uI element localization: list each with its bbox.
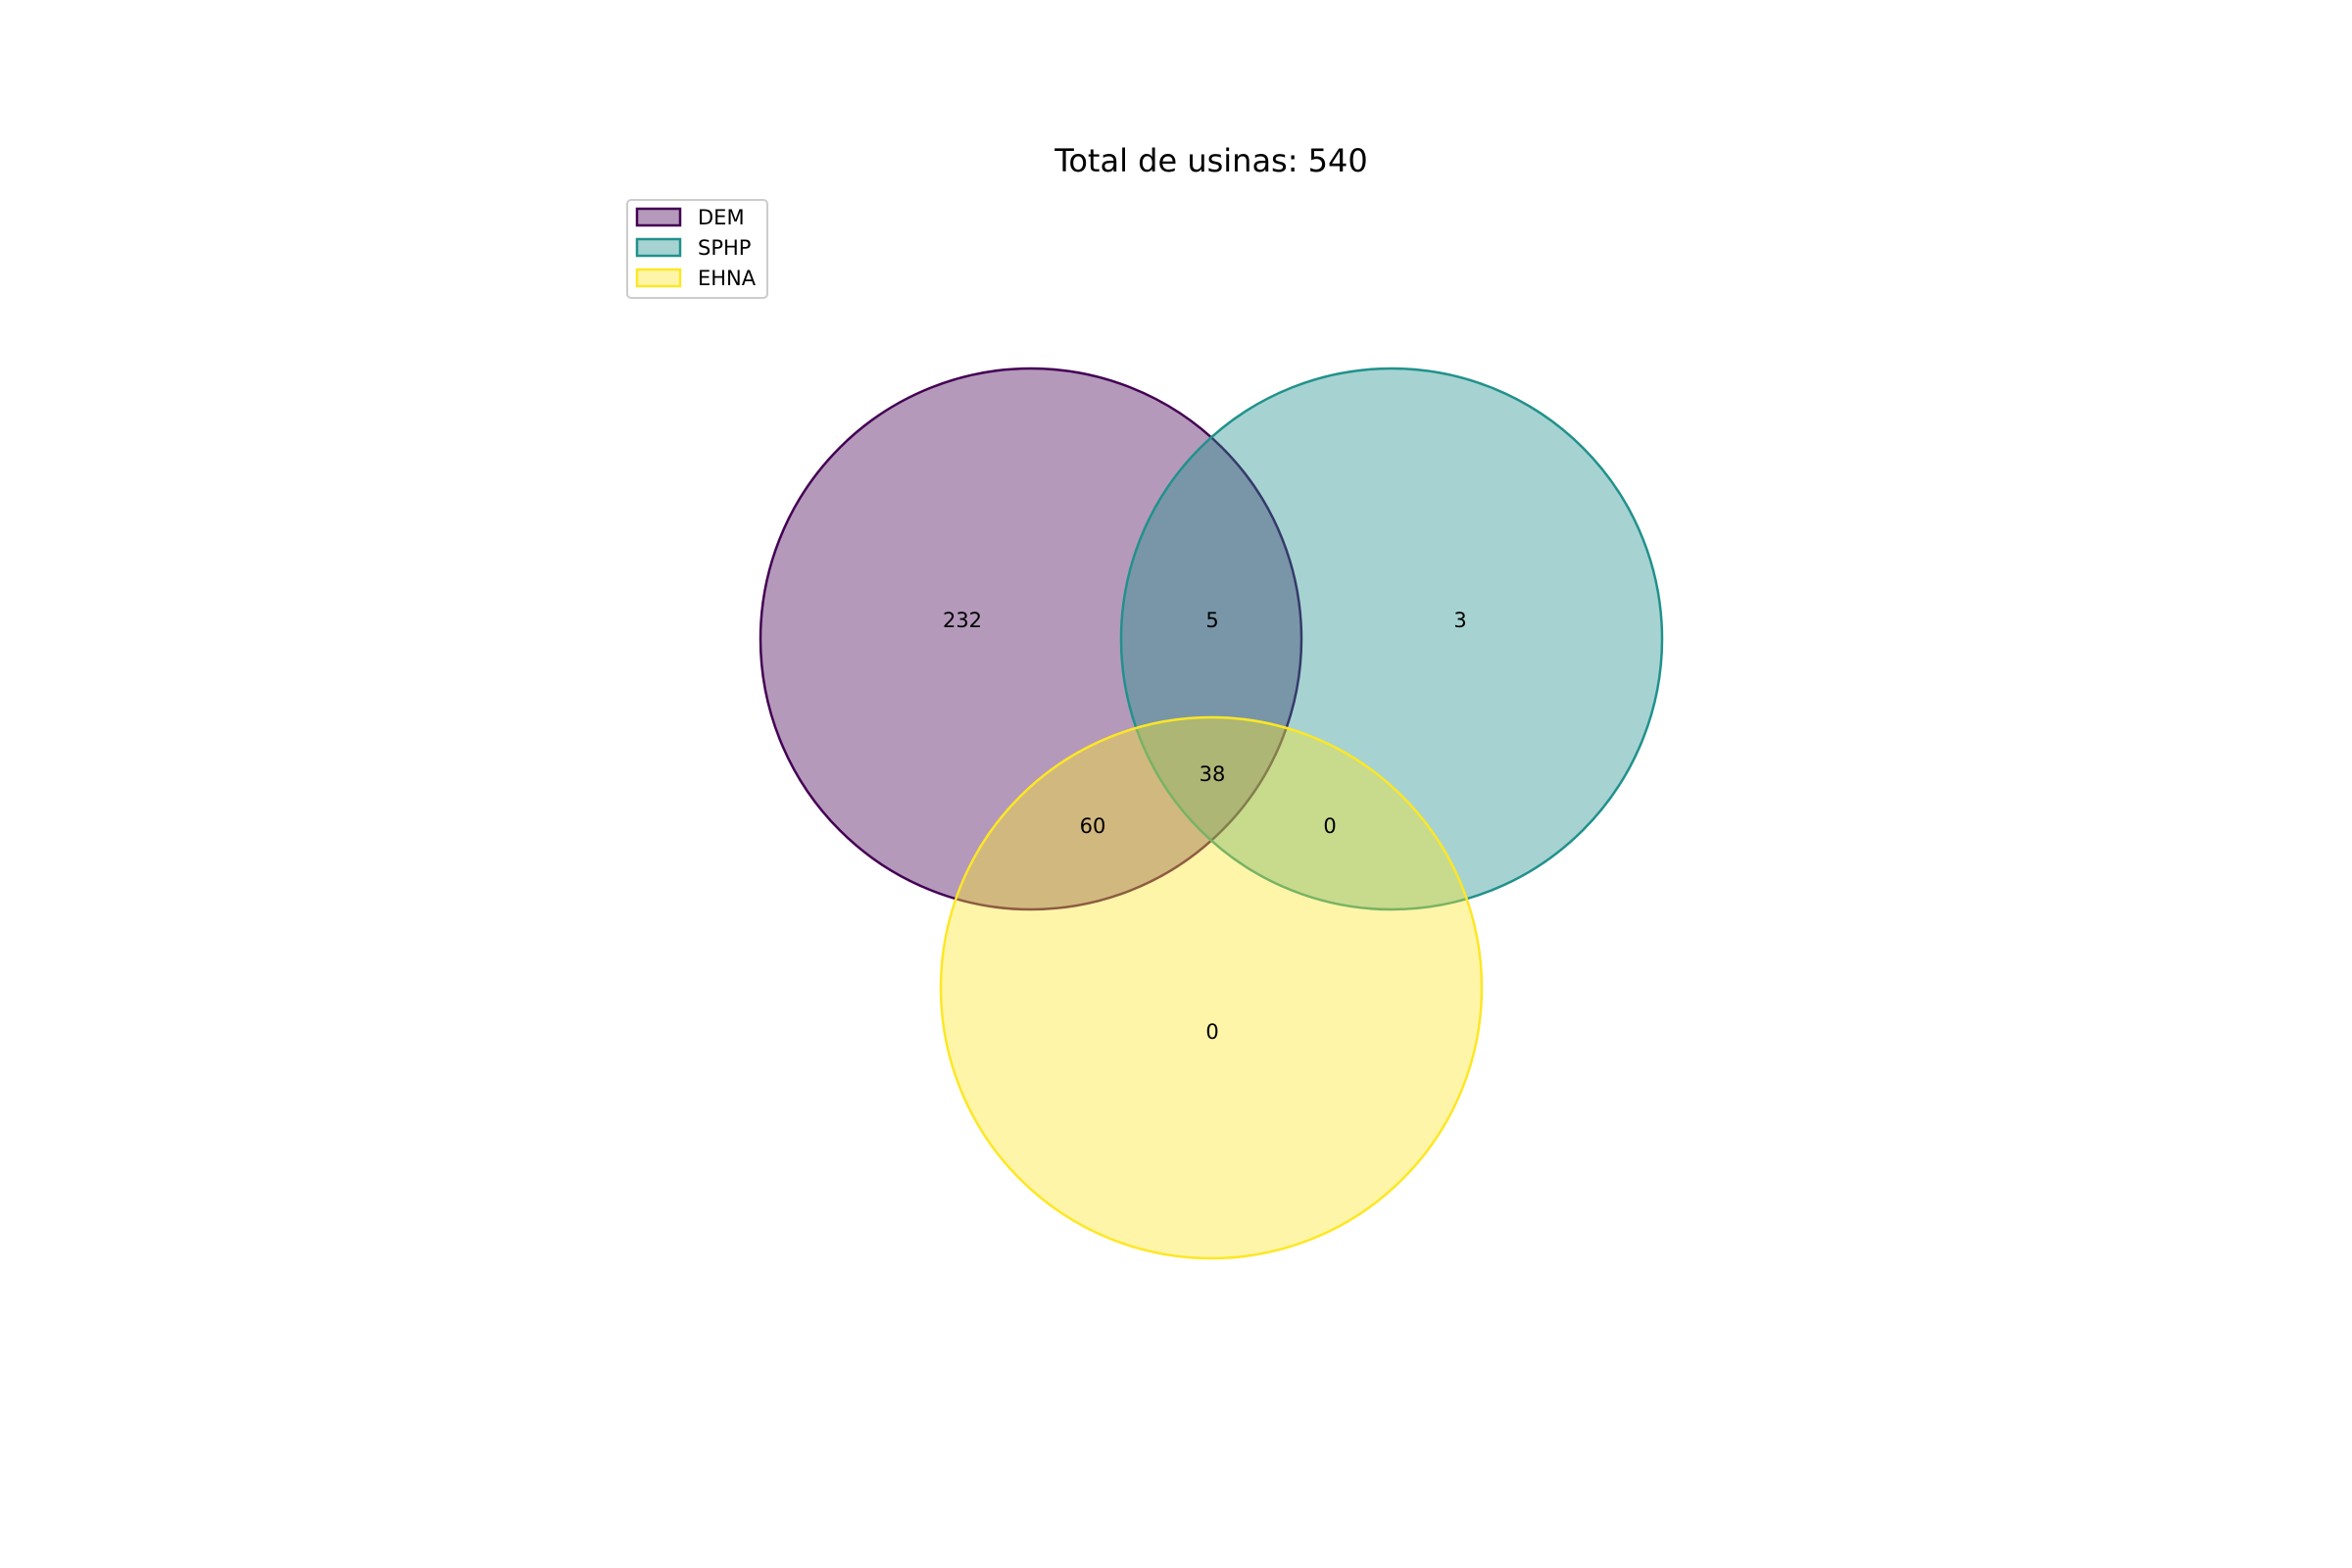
legend-swatch-sphp: [635, 237, 682, 258]
legend-label-dem: DEM: [698, 206, 745, 229]
set-circle-sphp: [1119, 367, 1664, 911]
region-label-dem-sphp-ehna: 38: [1200, 762, 1226, 786]
set-circle-dem: [759, 367, 1303, 911]
region-label-dem-sphp: 5: [1205, 609, 1218, 632]
legend-label-ehna: EHNA: [698, 267, 757, 290]
legend-label-sphp: SPHP: [698, 236, 751, 260]
region-label-sphp-ehna: 0: [1323, 814, 1336, 838]
legend: DEM SPHP EHNA: [626, 199, 768, 299]
region-label-dem-only: 232: [943, 609, 982, 632]
chart-title: Total de usinas: 540: [1054, 142, 1368, 179]
set-circle-ehna: [939, 715, 1484, 1260]
region-label-dem-ehna: 60: [1080, 814, 1106, 838]
legend-swatch-dem: [635, 207, 682, 227]
legend-swatch-ehna: [635, 268, 682, 288]
region-label-sphp-only: 3: [1453, 609, 1466, 632]
region-label-ehna-only: 0: [1205, 1020, 1218, 1044]
